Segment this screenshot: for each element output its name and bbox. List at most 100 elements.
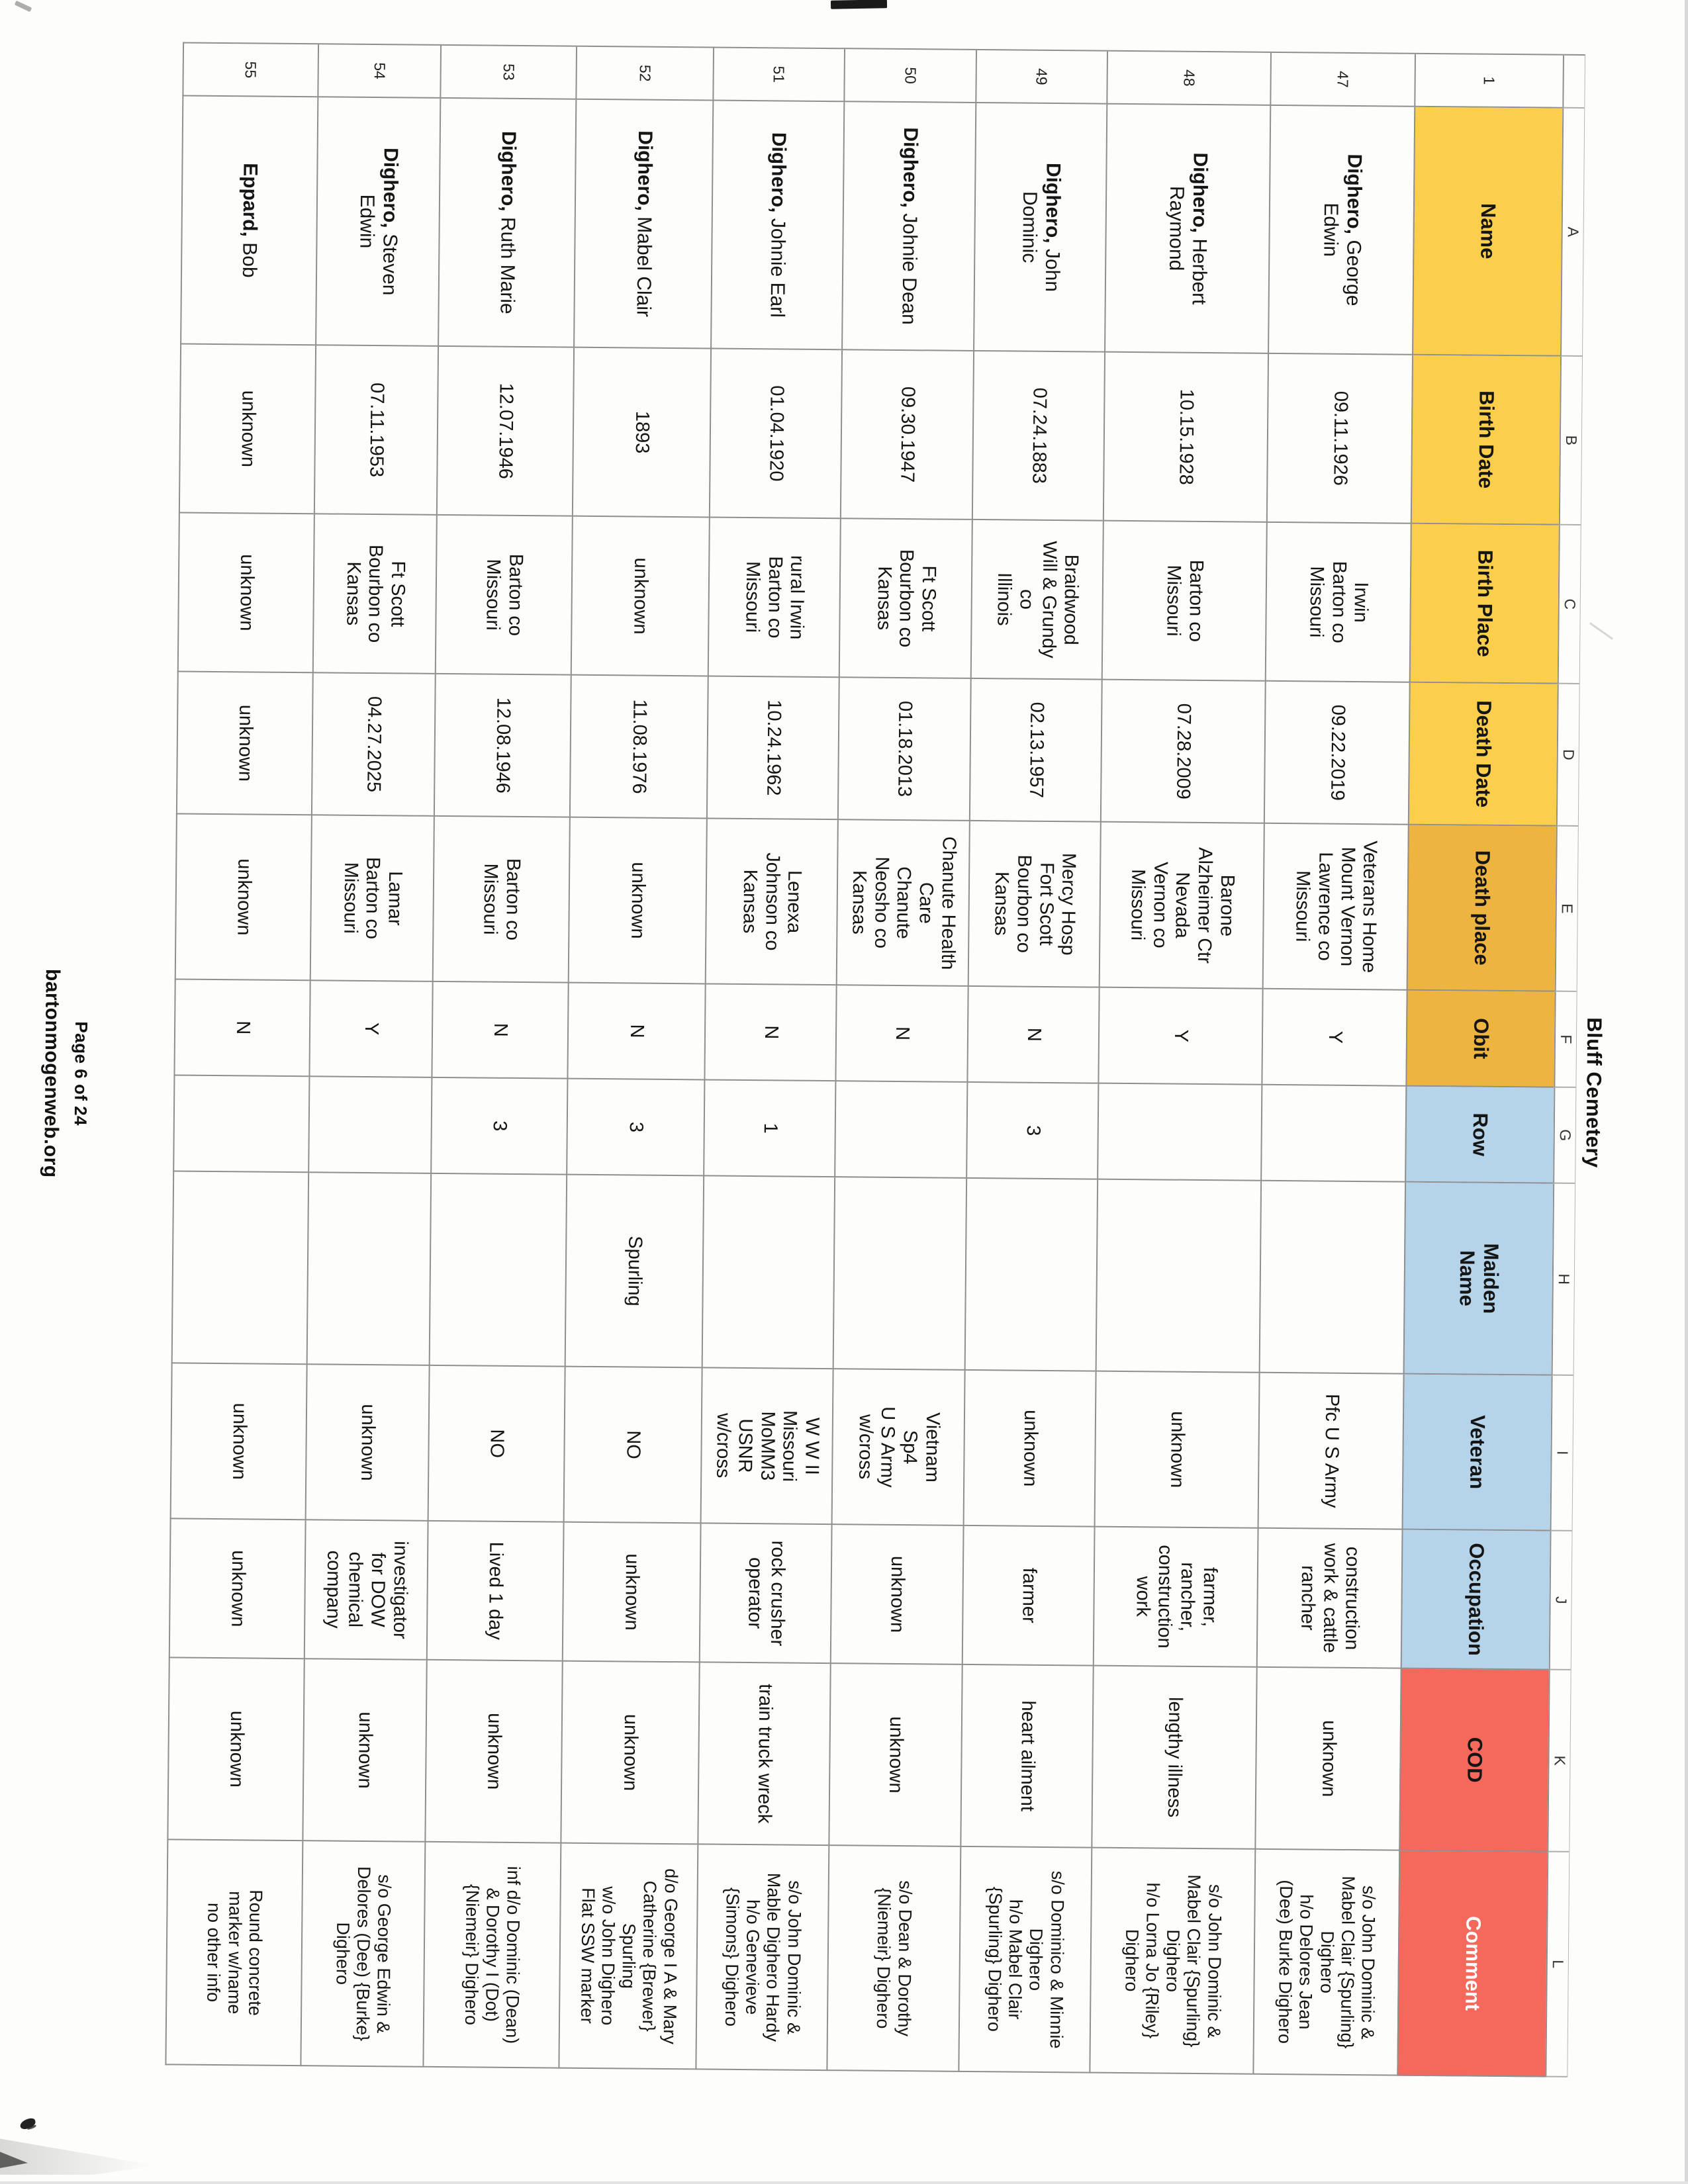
cell-occupation: Lived 1 day (426, 1521, 563, 1662)
cell-row (834, 1081, 967, 1179)
cell-death-date: 10.24.1962 (706, 676, 839, 821)
cell-death-place: unknown (567, 817, 706, 985)
col-letter-l: L (1545, 1852, 1570, 2077)
scan-edge-mark (830, 0, 888, 9)
given-name: Bob (238, 236, 261, 278)
row-number: 55 (182, 43, 318, 98)
cell-death-date: 12.08.1946 (433, 674, 571, 818)
surname: Eppard, (238, 163, 261, 238)
cell-comment: s/o John Dominic & Mable Dighero Hardy h… (695, 1844, 829, 2071)
surname: Dighero, (633, 130, 656, 212)
cell-death-date: 01.18.2013 (837, 678, 970, 821)
cell-birth-date: 09.11.1926 (1266, 353, 1413, 524)
cell-birth-place: rural Irwin Barton co Missouri (707, 518, 840, 678)
cell-death-place: Barton co Missouri (432, 816, 569, 983)
cell-death-date: unknown (175, 672, 312, 816)
pen-mark-top-left (14, 0, 32, 13)
cell-row: 3 (430, 1077, 567, 1175)
cell-veteran: unknown (962, 1370, 1096, 1527)
cell-cod: unknown (560, 1661, 699, 1845)
row-number: 52 (575, 46, 714, 101)
cell-maiden-name (306, 1173, 431, 1366)
header-birth-date: Birth Date (1410, 355, 1561, 525)
cell-death-place: Mercy Hosp Fort Scott Bourbon co Kansas (967, 821, 1100, 988)
given-name: Johnie Earl (766, 212, 790, 318)
cell-death-date: 11.08.1976 (569, 675, 708, 819)
cell-veteran: Pfc U S Army (1257, 1373, 1403, 1530)
col-letter-g: G (1553, 1087, 1576, 1184)
cell-veteran: NO (427, 1365, 565, 1523)
cell-birth-date: 12.07.1946 (436, 346, 574, 517)
cell-birth-place: Barton co Missouri (1101, 521, 1266, 682)
cell-death-date: 04.27.2025 (310, 673, 435, 817)
cell-birth-date: 01.04.1920 (708, 349, 842, 520)
cell-obit: Y (1261, 989, 1407, 1087)
surname: Dighero, (898, 127, 921, 208)
cell-maiden-name (964, 1178, 1098, 1372)
cell-birth-date: 07.24.1883 (971, 351, 1105, 522)
cell-obit: N (966, 986, 1099, 1084)
cell-maiden-name (428, 1173, 567, 1367)
cell-birth-date: 09.30.1947 (839, 350, 974, 520)
given-name: Ruth Marie (496, 211, 519, 314)
cell-death-place: unknown (174, 814, 311, 981)
col-letter-a: A (1560, 108, 1585, 357)
cell-death-place: Veterans Home Mount Vernon Lawrence co M… (1262, 823, 1408, 991)
cell-occupation: investigator for DOW chemical company (303, 1520, 428, 1661)
cell-name: Dighero, Ruth Marie (438, 98, 576, 348)
cell-maiden-name (832, 1177, 966, 1371)
cell-death-date: 09.22.2019 (1263, 681, 1409, 825)
row-number: 51 (712, 48, 845, 103)
header-maiden-name: Maiden Name (1403, 1182, 1554, 1376)
header-cod: COD (1399, 1668, 1549, 1852)
given-name: Mabel Clair (632, 210, 655, 318)
cell-maiden-name (701, 1176, 835, 1370)
cell-name: Dighero, Johnie Earl (710, 101, 844, 351)
cell-veteran: unknown (305, 1365, 429, 1522)
cell-occupation: rock crusher operator (698, 1524, 831, 1664)
cell-cod: train truck wreck (697, 1662, 830, 1846)
cell-obit: N (173, 979, 310, 1077)
cell-occupation: farmer, rancher, construction work (1092, 1527, 1258, 1668)
corner-cell (1562, 55, 1585, 109)
spreadsheet-table: A B C D E F G H I J K L 1 Name Birth Dat… (165, 42, 1586, 2077)
cell-comment: s/o Dominico & Minnie Dighero h/o Mabel … (958, 1846, 1092, 2073)
footer-page-number: Page 6 of 24 (70, 1021, 92, 1126)
cell-row (308, 1077, 432, 1174)
row-number: 48 (1106, 51, 1271, 106)
cell-row (173, 1075, 309, 1173)
cell-cod: unknown (167, 1658, 304, 1842)
scan-edge-right (1685, 0, 1688, 2184)
cell-death-date: 07.28.2009 (1100, 680, 1265, 824)
header-row: Row (1405, 1086, 1554, 1184)
cell-death-date: 02.13.1957 (968, 678, 1102, 823)
cell-cod: unknown (1254, 1667, 1401, 1851)
col-letter-h: H (1551, 1183, 1575, 1376)
header-veteran: Veteran (1401, 1374, 1552, 1531)
col-letter-i: I (1550, 1375, 1573, 1531)
col-letter-j: J (1548, 1531, 1572, 1670)
row-number: 54 (317, 44, 441, 99)
cell-name: Dighero, Herbert Raymond (1104, 104, 1270, 354)
col-letter-k: K (1547, 1670, 1571, 1852)
cell-death-place: Chanute Health Care Chanute Neosho co Ka… (835, 820, 969, 987)
cell-occupation: farmer (961, 1525, 1094, 1666)
cell-death-place: Lamar Barton co Missouri (309, 815, 434, 982)
surname: Dighero, (1041, 162, 1064, 244)
given-name: Johnie Dean (898, 207, 921, 325)
cell-occupation: construction work & cattle rancher (1256, 1528, 1402, 1669)
cell-maiden-name (1095, 1179, 1261, 1373)
cell-comment: s/o John Dominic & Mabel Clair {Spurling… (1089, 1848, 1255, 2075)
cell-death-place: Lenexa Johnson co Kansas (704, 819, 837, 986)
cell-maiden-name (1258, 1181, 1405, 1375)
header-obit: Obit (1405, 990, 1555, 1088)
col-letter-c: C (1557, 525, 1581, 684)
cell-birth-place: unknown (570, 516, 709, 677)
cell-obit: N (704, 984, 836, 1082)
cell-maiden-name: Spurling (564, 1175, 704, 1369)
scan-streak (1589, 622, 1614, 640)
cell-obit: N (567, 983, 705, 1081)
cell-name: Dighero, Johnie Dean (841, 102, 976, 351)
cell-comment: d/o George I A & Mary Catherine {Brewer}… (558, 1843, 698, 2070)
